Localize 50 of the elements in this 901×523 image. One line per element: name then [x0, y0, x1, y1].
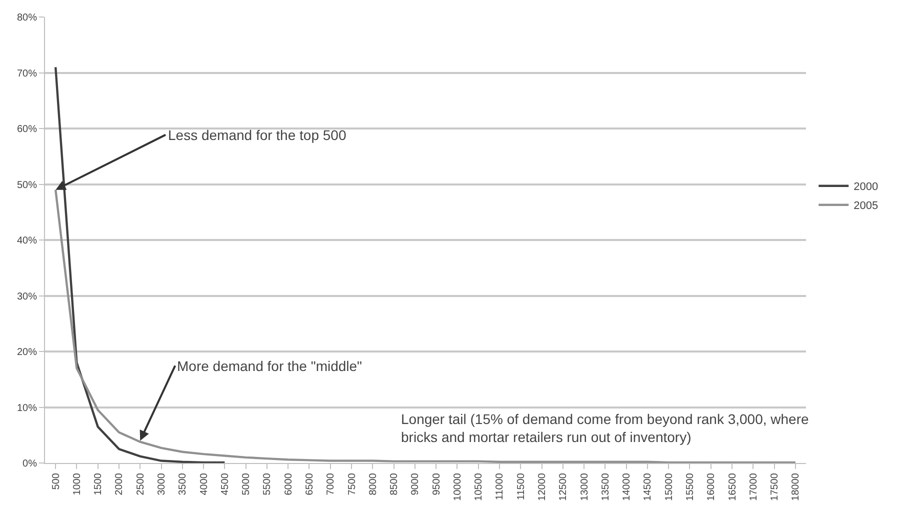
x-tick-label: 2500 [135, 472, 146, 496]
x-tick-label: 16500 [727, 472, 738, 501]
x-tick-label: 15000 [664, 472, 675, 501]
y-tick-label: 50% [16, 180, 38, 191]
annotation: Longer tail (15% of demand come from beyond rank 3,000, where bricks and mortar retailers run out of inventory) [401, 411, 810, 446]
x-tick-label: 10500 [474, 472, 485, 501]
x-tick-label: 6000 [283, 472, 294, 496]
x-tick-label: 16000 [706, 472, 718, 501]
x-tick-label: 5000 [241, 472, 252, 496]
x-tick-label: 13000 [579, 472, 590, 501]
x-tick-label: 17000 [748, 472, 760, 501]
annotation: Less demand for the top 500 [168, 127, 346, 143]
x-tick-label: 3500 [178, 472, 189, 496]
y-tick-label: 70% [16, 68, 38, 80]
x-tick-label: 14500 [642, 472, 654, 501]
x-tick-label: 10000 [452, 472, 464, 501]
x-tick-label: 7500 [346, 472, 358, 496]
y-tick-label: 20% [16, 347, 38, 358]
x-tick-label: 15500 [684, 472, 696, 501]
x-tick-label: 11500 [516, 472, 527, 500]
x-tick-label: 17500 [770, 472, 781, 501]
x-tick-label: 12000 [537, 472, 548, 501]
x-tick-label: 9500 [431, 472, 442, 496]
x-tick-label: 4000 [198, 472, 210, 496]
x-tick-label: 18000 [790, 472, 802, 501]
legend-label: 2005 [854, 200, 878, 212]
y-tick-label: 10% [16, 402, 38, 414]
x-tick-label: 7000 [326, 472, 337, 496]
x-tick-label: 8000 [368, 472, 379, 496]
x-tick-label: 6500 [304, 472, 316, 496]
x-tick-label: 500 [50, 472, 62, 490]
y-tick-label: 30% [16, 291, 38, 302]
x-tick-label: 1500 [93, 472, 104, 496]
x-tick-label: 3000 [156, 472, 168, 496]
y-tick-label: 60% [16, 124, 38, 135]
x-tick-label: 9000 [410, 472, 422, 496]
x-tick-label: 14000 [622, 472, 633, 501]
annotation: More demand for the "middle" [177, 358, 362, 374]
x-tick-label: 8500 [389, 472, 400, 496]
x-tick-label: 13500 [600, 472, 612, 501]
x-tick-label: 11000 [494, 472, 506, 500]
x-tick-label: 1000 [72, 472, 83, 496]
y-tick-label: 80% [16, 12, 38, 24]
x-tick-label: 4500 [220, 472, 231, 496]
x-tick-label: 2000 [114, 472, 126, 496]
y-tick-label: 40% [16, 236, 38, 246]
x-tick-label: 5500 [262, 472, 274, 496]
legend-label: 2000 [854, 181, 878, 194]
x-tick-label: 12500 [558, 472, 570, 501]
y-tick-label: 0% [22, 458, 38, 470]
